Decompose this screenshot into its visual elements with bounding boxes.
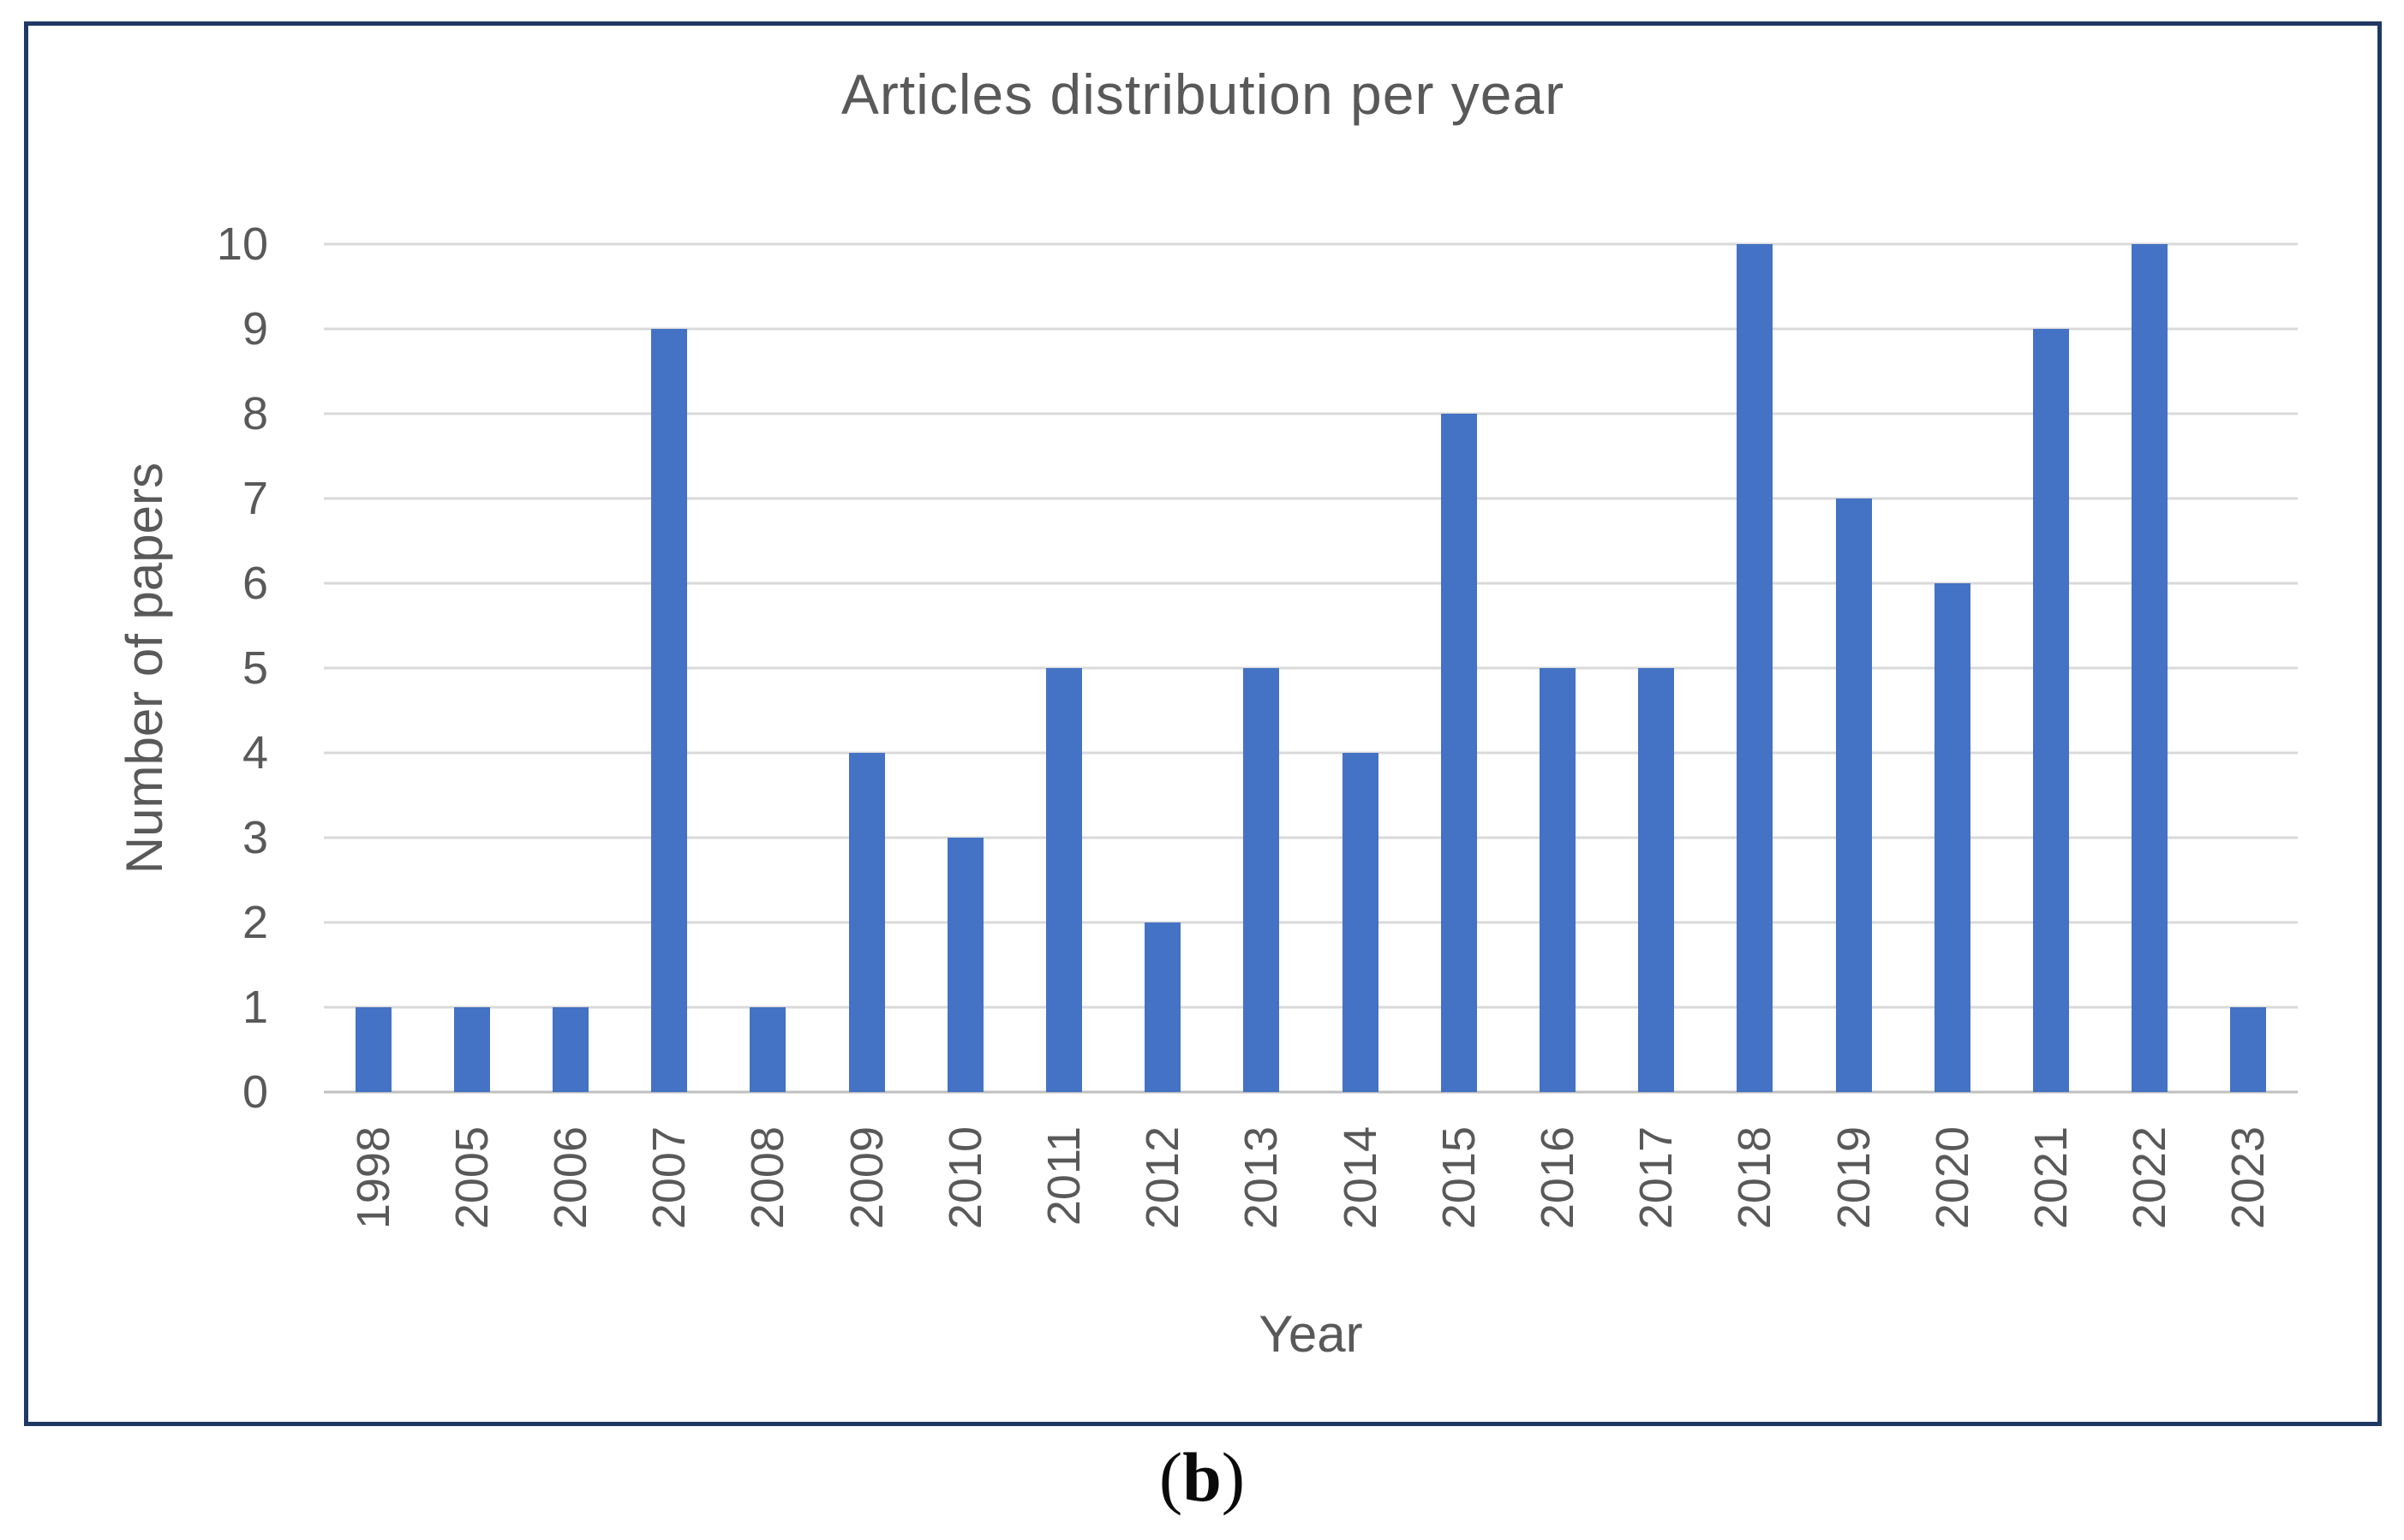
plot-area (324, 242, 2298, 1094)
x-tick: 2011 (1038, 1126, 1091, 1230)
x-tick-label: 2013 (1235, 1126, 1288, 1230)
x-tick: 2021 (2024, 1126, 2078, 1233)
y-tick-label: 9 (242, 303, 268, 355)
x-tick-label: 2017 (1630, 1126, 1683, 1230)
bar-2015 (1440, 414, 1477, 1092)
x-tick: 2018 (1728, 1126, 1781, 1233)
x-tick: 2006 (544, 1126, 597, 1233)
gridline (324, 327, 2298, 331)
bar-2017 (1638, 668, 1675, 1092)
x-tick: 2005 (446, 1126, 499, 1233)
x-tick: 2020 (1926, 1126, 1979, 1233)
x-tick: 2022 (2123, 1126, 2176, 1233)
bar-2023 (2230, 1007, 2267, 1092)
bar-2007 (651, 329, 688, 1092)
bars (324, 244, 2298, 1092)
bar-2018 (1737, 244, 1773, 1092)
bar-2012 (1145, 922, 1181, 1092)
x-tick: 2023 (2222, 1126, 2275, 1233)
x-tick: 2009 (840, 1126, 894, 1233)
x-axis-title: Year (1259, 1305, 1363, 1363)
gridline (324, 1006, 2298, 1009)
x-tick: 1998 (347, 1126, 400, 1233)
x-tick: 2016 (1531, 1126, 1584, 1233)
y-tick-label: 10 (216, 218, 268, 270)
x-tick: 2019 (1827, 1126, 1881, 1233)
gridline (324, 412, 2298, 415)
x-tick-label: 2022 (2124, 1126, 2176, 1230)
gridline (324, 582, 2298, 585)
bar-1998 (355, 1007, 392, 1092)
x-tick-label: 2010 (939, 1126, 991, 1230)
x-tick: 2012 (1136, 1126, 1189, 1233)
bar-2005 (453, 1007, 490, 1092)
y-tick-label: 0 (242, 1066, 268, 1118)
gridline (324, 497, 2298, 500)
x-tick-label: 2009 (840, 1126, 893, 1230)
x-tick: 2013 (1235, 1126, 1288, 1233)
x-tick-label: 2020 (1926, 1126, 1978, 1230)
y-tick-label: 8 (242, 388, 268, 439)
bar-2021 (2033, 329, 2069, 1092)
bar-2019 (1835, 498, 1872, 1092)
x-tick-label: 2006 (545, 1126, 596, 1230)
bar-2020 (1934, 583, 1970, 1092)
x-tick-label: 2005 (446, 1126, 498, 1230)
caption-open-paren: ( (1158, 1438, 1183, 1516)
y-tick-label: 6 (242, 558, 268, 609)
x-axis-line (324, 1090, 2298, 1094)
x-tick: 2007 (643, 1126, 696, 1233)
x-tick-label: 2016 (1532, 1126, 1583, 1230)
x-tick-label: 2015 (1432, 1126, 1485, 1230)
bar-2014 (1342, 753, 1378, 1092)
x-tick: 2017 (1630, 1126, 1683, 1233)
y-tick-label: 1 (242, 982, 268, 1033)
gridline (324, 751, 2298, 755)
gridline (324, 921, 2298, 924)
x-tick-label: 2011 (1038, 1126, 1090, 1227)
y-tick-label: 7 (242, 473, 268, 524)
gridline (324, 242, 2298, 246)
bar-2010 (947, 838, 984, 1092)
x-tick: 2015 (1432, 1126, 1486, 1233)
gridline (324, 666, 2298, 670)
x-tick-label: 2007 (643, 1126, 696, 1230)
figure-frame: Articles distribution per year Number of… (24, 21, 2382, 1426)
gridline (324, 836, 2298, 839)
x-tick-label: 2023 (2222, 1126, 2275, 1230)
caption-close-paren: ) (1221, 1438, 1246, 1516)
x-tick-label: 1998 (347, 1126, 399, 1230)
y-tick-label: 4 (242, 727, 268, 779)
x-axis-ticks: 1998 2005 2006 2007 2008 2009 2010 2011 2012 2013… (324, 1126, 2298, 1280)
x-tick: 2008 (741, 1126, 794, 1233)
x-tick: 2014 (1334, 1126, 1387, 1233)
x-tick-label: 2021 (2025, 1126, 2077, 1230)
bar-2006 (553, 1007, 589, 1092)
x-tick-label: 2018 (1729, 1126, 1781, 1230)
y-tick-label: 3 (242, 812, 268, 863)
x-tick: 2010 (939, 1126, 992, 1233)
bar-2011 (1046, 668, 1082, 1092)
y-axis-ticks: 10 9 8 7 6 5 4 3 2 1 0 (114, 218, 268, 1118)
x-tick-label: 2014 (1334, 1126, 1386, 1230)
y-tick-label: 2 (242, 897, 268, 948)
figure-caption: (b) (0, 1437, 2404, 1518)
x-tick-label: 2008 (742, 1126, 794, 1230)
chart-title: Articles distribution per year (840, 63, 1565, 126)
bar-2016 (1540, 668, 1576, 1092)
bar-2022 (2132, 244, 2168, 1092)
caption-letter: b (1182, 1438, 1222, 1516)
bar-2009 (848, 753, 885, 1092)
x-tick-label: 2012 (1137, 1126, 1189, 1230)
bar-2008 (750, 1007, 786, 1092)
y-tick-label: 5 (242, 642, 268, 694)
gridlines (324, 242, 2298, 1094)
x-tick-label: 2019 (1827, 1126, 1880, 1230)
bar-2013 (1243, 668, 1280, 1092)
